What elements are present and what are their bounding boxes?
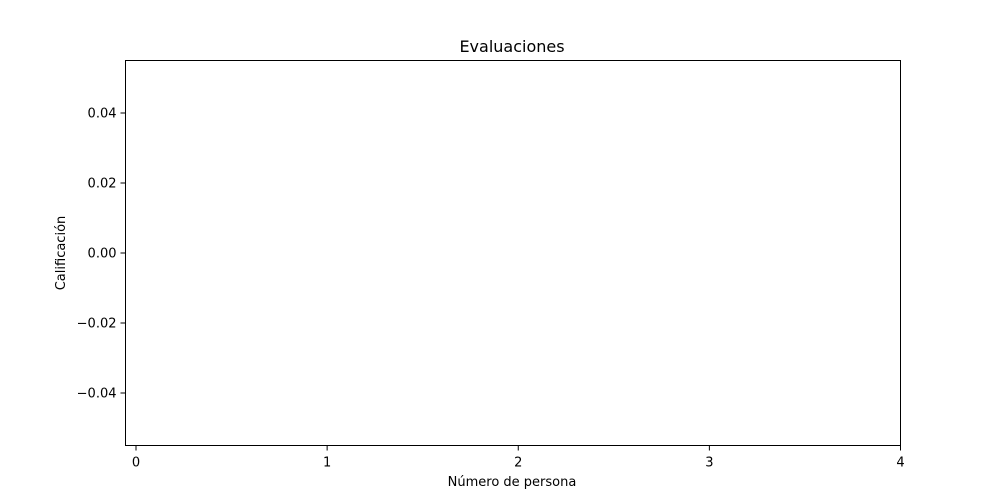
y-tick-label: −0.04 [77, 387, 117, 402]
chart-title: Evaluaciones [459, 37, 564, 56]
y-tick-label: −0.02 [77, 317, 117, 332]
x-tick-label: 1 [323, 456, 331, 471]
y-axis-label: Calificación [54, 216, 69, 291]
x-tick-label: 2 [514, 456, 522, 471]
x-tick-label: 4 [896, 456, 904, 471]
plot-area [125, 60, 901, 446]
y-tick-label: 0.02 [88, 177, 117, 192]
y-tick-label: 0.00 [88, 247, 117, 262]
x-tick-label: 3 [705, 456, 713, 471]
x-tick-label: 0 [132, 456, 140, 471]
y-tick-label: 0.04 [88, 107, 117, 122]
y-axis-ticks: 0.04 0.02 0.00 −0.02 −0.04 [77, 107, 126, 402]
x-axis-label: Número de persona [448, 475, 577, 490]
x-axis-ticks: 0 1 2 3 4 [132, 445, 905, 471]
